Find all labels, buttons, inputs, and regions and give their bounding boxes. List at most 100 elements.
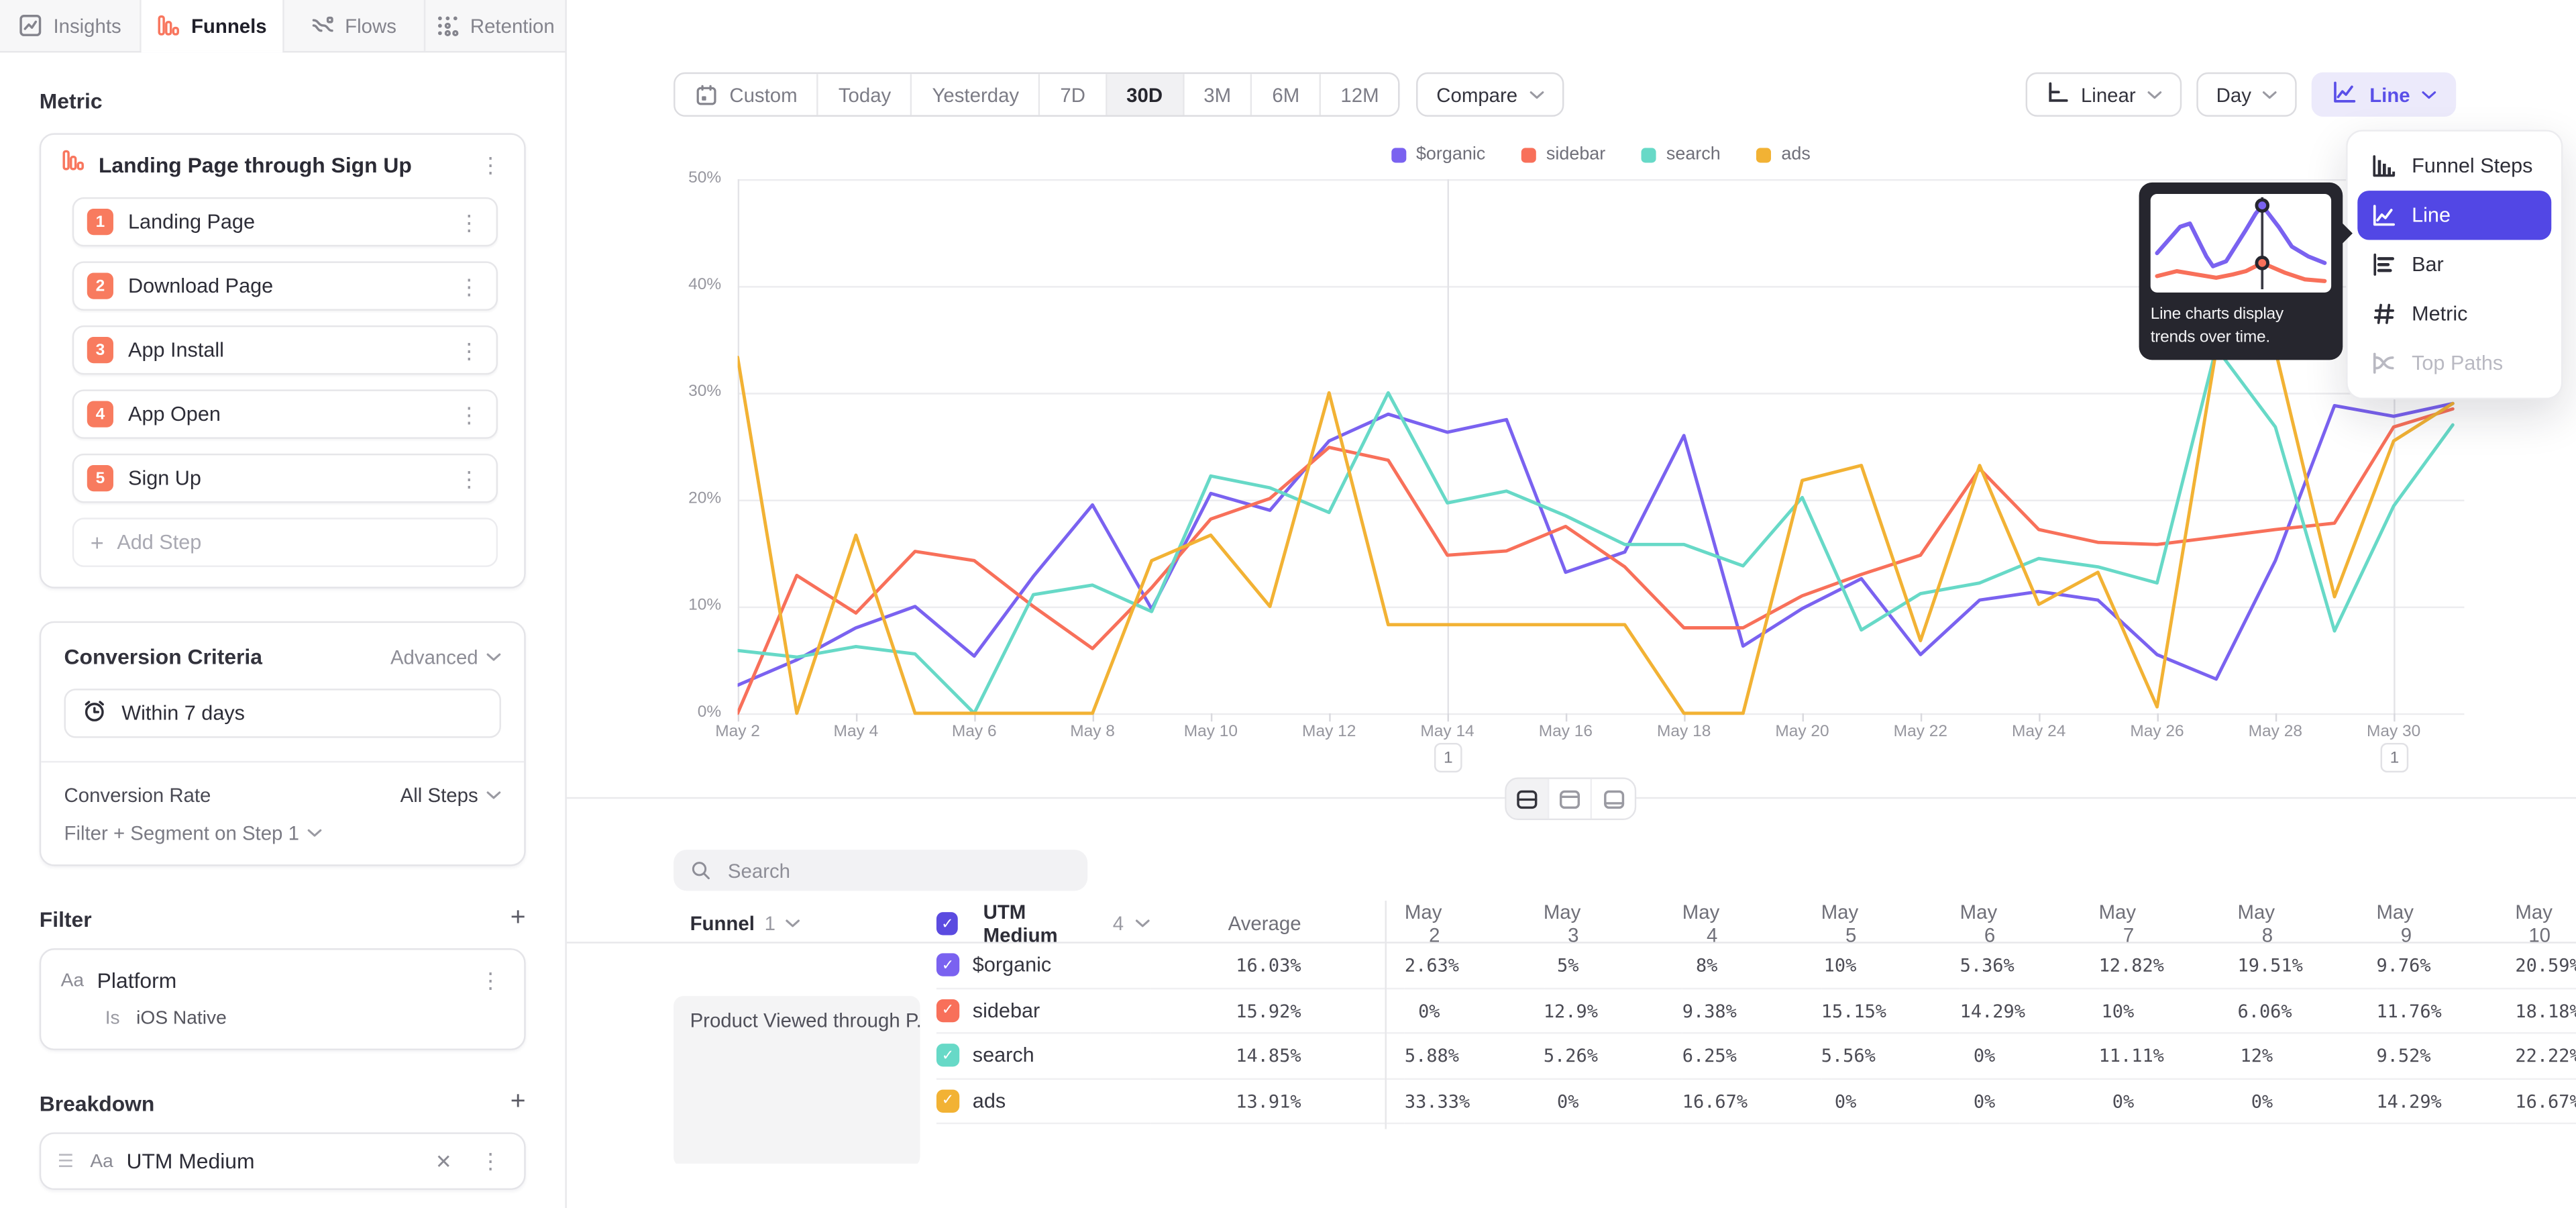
add-step-button[interactable]: + Add Step: [72, 517, 498, 566]
step-number-badge: 3: [87, 337, 113, 363]
preset-12m[interactable]: 12M: [1321, 74, 1399, 115]
kebab-menu-icon[interactable]: ⋮: [451, 400, 486, 428]
kebab-menu-icon[interactable]: ⋮: [451, 336, 486, 364]
annotation-badge[interactable]: 1: [1434, 743, 1462, 772]
funnel-step-3[interactable]: 3 App Install ⋮: [72, 325, 498, 374]
kebab-menu-icon[interactable]: ⋮: [451, 208, 486, 236]
series-checkbox[interactable]: ✓: [936, 1044, 959, 1067]
tab-flows[interactable]: Flows: [283, 0, 425, 51]
value-cell: 20.59%: [2515, 944, 2576, 989]
string-type-icon: Aa: [61, 970, 84, 990]
legend-swatch: [1521, 147, 1536, 162]
funnel-step-4[interactable]: 4 App Open ⋮: [72, 389, 498, 438]
conversion-rate-dropdown[interactable]: All Steps: [400, 784, 501, 807]
compare-button[interactable]: Compare: [1417, 72, 1564, 117]
search-input[interactable]: [724, 857, 1071, 883]
series-checkbox[interactable]: ✓: [936, 954, 959, 976]
value-cell: 15.15%: [1821, 989, 1960, 1034]
layout-toggle-split[interactable]: [1507, 779, 1550, 819]
x-tick-label: May 22: [1878, 723, 1963, 742]
filter-card: Aa Platform ⋮ Is iOS Native: [40, 948, 526, 1050]
kebab-menu-icon[interactable]: ⋮: [473, 150, 507, 179]
menu-item-bar[interactable]: Bar: [2357, 240, 2551, 289]
interval-dropdown[interactable]: Day: [2196, 72, 2297, 117]
add-breakdown-button[interactable]: +: [511, 1090, 526, 1116]
menu-item-funnel-steps[interactable]: Funnel Steps: [2357, 142, 2551, 191]
value-cell: 0%: [2238, 1079, 2377, 1124]
kebab-menu-icon[interactable]: ⋮: [451, 272, 486, 300]
kebab-menu-icon[interactable]: ⋮: [473, 966, 507, 995]
breakdown-column-dropdown[interactable]: ✓ UTM Medium 4: [936, 901, 1150, 947]
preset-yesterday[interactable]: Yesterday: [912, 74, 1040, 115]
layout-toggle-chart-only[interactable]: [1549, 779, 1592, 819]
menu-item-label: Bar: [2412, 253, 2444, 276]
menu-item-metric[interactable]: Metric: [2357, 289, 2551, 338]
x-tick-label: May 24: [1996, 723, 2082, 742]
preset-30d[interactable]: 30D: [1107, 74, 1184, 115]
average-cell: 15.92%: [1150, 989, 1405, 1034]
preset-6m[interactable]: 6M: [1252, 74, 1321, 115]
preset-3m[interactable]: 3M: [1184, 74, 1252, 115]
funnel-step-5[interactable]: 5 Sign Up ⋮: [72, 454, 498, 503]
funnel-column-dropdown[interactable]: Funnel 1: [674, 912, 920, 935]
funnel-metric-header[interactable]: Landing Page through Sign Up ⋮: [41, 135, 524, 194]
step-label: Sign Up: [128, 467, 437, 490]
kebab-menu-icon[interactable]: ⋮: [473, 1147, 507, 1175]
breakdown-property[interactable]: UTM Medium: [126, 1149, 414, 1174]
funnels-icon: [157, 13, 182, 38]
tab-funnels[interactable]: Funnels: [142, 0, 283, 51]
preset-today[interactable]: Today: [818, 74, 912, 115]
legend-item[interactable]: $organic: [1391, 145, 1485, 164]
drag-handle-icon[interactable]: ☰: [58, 1150, 74, 1172]
advanced-dropdown[interactable]: Advanced: [390, 645, 501, 668]
value-cell: 8%: [1682, 944, 1821, 989]
filter-operator[interactable]: Is: [105, 1009, 120, 1029]
funnel-title: Landing Page through Sign Up: [99, 152, 460, 177]
legend-item[interactable]: sidebar: [1521, 145, 1605, 164]
filter-property[interactable]: Platform: [97, 968, 460, 993]
funnel-step-2[interactable]: 2 Download Page ⋮: [72, 261, 498, 310]
x-tick-label: May 30: [2351, 723, 2436, 742]
tab-label: Retention: [470, 14, 555, 37]
annotation-badge[interactable]: 1: [2381, 743, 2409, 772]
filter-value[interactable]: iOS Native: [136, 1009, 227, 1029]
menu-item-line[interactable]: Line: [2357, 191, 2551, 240]
conversion-criteria-title: Conversion Criteria: [64, 644, 262, 669]
value-cell: 19.51%: [2238, 944, 2377, 989]
column-header: May 9: [2376, 901, 2515, 947]
funnel-step-1[interactable]: 1 Landing Page ⋮: [72, 197, 498, 246]
sidebar: Insights Funnels Flows Retention Metric …: [0, 0, 567, 1208]
preset-7d[interactable]: 7D: [1040, 74, 1107, 115]
series-checkbox[interactable]: ✓: [936, 999, 959, 1021]
preset-custom[interactable]: Custom: [676, 74, 819, 115]
remove-breakdown-icon[interactable]: ✕: [427, 1150, 460, 1172]
select-all-checkbox[interactable]: ✓: [936, 912, 959, 935]
x-tick-label: May 28: [2233, 723, 2318, 742]
tab-retention[interactable]: Retention: [425, 0, 566, 51]
value-cell: 0%: [1960, 1034, 2099, 1078]
chart-type-dropdown[interactable]: Line: [2312, 72, 2457, 117]
date-range-segmented-control: Custom Today Yesterday 7D 30D 3M 6M 12M: [674, 72, 1400, 117]
breakdown-section-label: Breakdown: [40, 1091, 155, 1115]
add-filter-button[interactable]: +: [511, 905, 526, 932]
search-box: [674, 850, 1087, 891]
conversion-criteria-card: Conversion Criteria Advanced Within 7 da…: [40, 621, 526, 866]
value-cell: 22.22%: [2515, 1034, 2576, 1078]
x-tick-label: May 6: [932, 723, 1017, 742]
kebab-menu-icon[interactable]: ⋮: [451, 464, 486, 493]
tab-insights[interactable]: Insights: [0, 0, 142, 51]
main-panel: Custom Today Yesterday 7D 30D 3M 6M 12M …: [567, 0, 2576, 1208]
series-checkbox[interactable]: ✓: [936, 1089, 959, 1112]
filter-segment-dropdown[interactable]: Filter + Segment on Step 1: [64, 821, 501, 844]
x-tick-label: May 4: [813, 723, 898, 742]
legend-item[interactable]: search: [1642, 145, 1721, 164]
legend-item[interactable]: ads: [1757, 145, 1811, 164]
column-header: May 7: [2099, 901, 2238, 947]
plus-icon: +: [91, 530, 104, 556]
calendar-icon: [695, 83, 718, 106]
scale-dropdown[interactable]: Linear: [2025, 72, 2182, 117]
top-paths-icon: [2371, 350, 2397, 376]
conversion-window-button[interactable]: Within 7 days: [64, 689, 501, 738]
average-cell: 16.03%: [1150, 944, 1405, 989]
layout-toggle-table-only[interactable]: [1592, 779, 1635, 819]
